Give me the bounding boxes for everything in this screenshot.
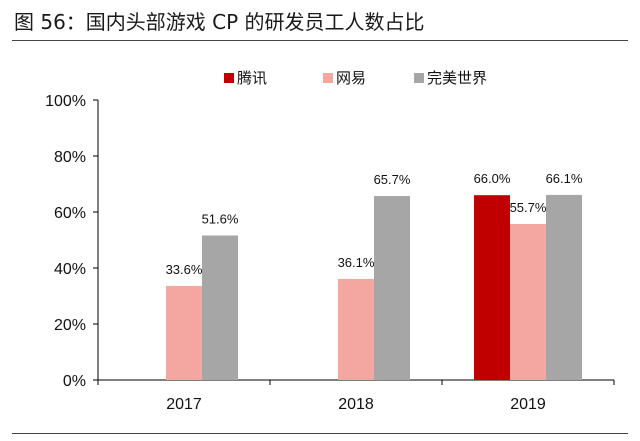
bottom-rule xyxy=(12,433,628,434)
y-tick-label: 100% xyxy=(45,93,86,110)
data-labels: 33.6% 51.6% 36.1% 65.7% 66.0% 55.7% 66.1% xyxy=(166,171,583,277)
bar-腾讯-2019 xyxy=(474,195,510,380)
y-tick-label: 40% xyxy=(54,261,86,278)
bar-网易-2017 xyxy=(166,285,202,380)
y-tick-label: 60% xyxy=(54,205,86,222)
bar-完美世界-2019 xyxy=(546,194,582,380)
x-tick-label: 2019 xyxy=(510,396,546,413)
bars xyxy=(166,194,582,380)
legend-label-完美世界: 完美世界 xyxy=(427,69,487,87)
bar-网易-2019 xyxy=(510,224,546,380)
legend-label-网易: 网易 xyxy=(336,69,366,87)
legend-swatch-腾讯 xyxy=(224,73,234,83)
y-tick-label: 0% xyxy=(63,373,86,390)
legend-swatch-完美世界 xyxy=(414,73,424,83)
x-tick-label: 2018 xyxy=(338,396,374,413)
legend-label-腾讯: 腾讯 xyxy=(237,69,267,87)
figure-title: 图 56：国内头部游戏 CP 的研发员工人数占比 xyxy=(14,10,425,34)
y-tick-label: 80% xyxy=(54,149,86,166)
data-label-完美世界-2018: 65.7% xyxy=(374,172,411,187)
bar-网易-2018 xyxy=(338,278,374,380)
bar-完美世界-2018 xyxy=(374,196,410,380)
data-label-网易-2019: 55.7% xyxy=(510,200,547,215)
data-label-完美世界-2019: 66.1% xyxy=(546,171,583,186)
y-tick-label: 20% xyxy=(54,317,86,334)
legend-swatch-网易 xyxy=(323,73,333,83)
data-label-网易-2017: 33.6% xyxy=(166,262,203,277)
data-label-腾讯-2019: 66.0% xyxy=(474,171,511,186)
data-label-网易-2018: 36.1% xyxy=(338,255,375,270)
title-rule xyxy=(12,40,628,41)
legend: 腾讯 网易 完美世界 xyxy=(224,69,487,87)
x-tick-label: 2017 xyxy=(166,396,202,413)
bar-完美世界-2017 xyxy=(202,235,238,380)
data-label-完美世界-2017: 51.6% xyxy=(202,212,239,227)
